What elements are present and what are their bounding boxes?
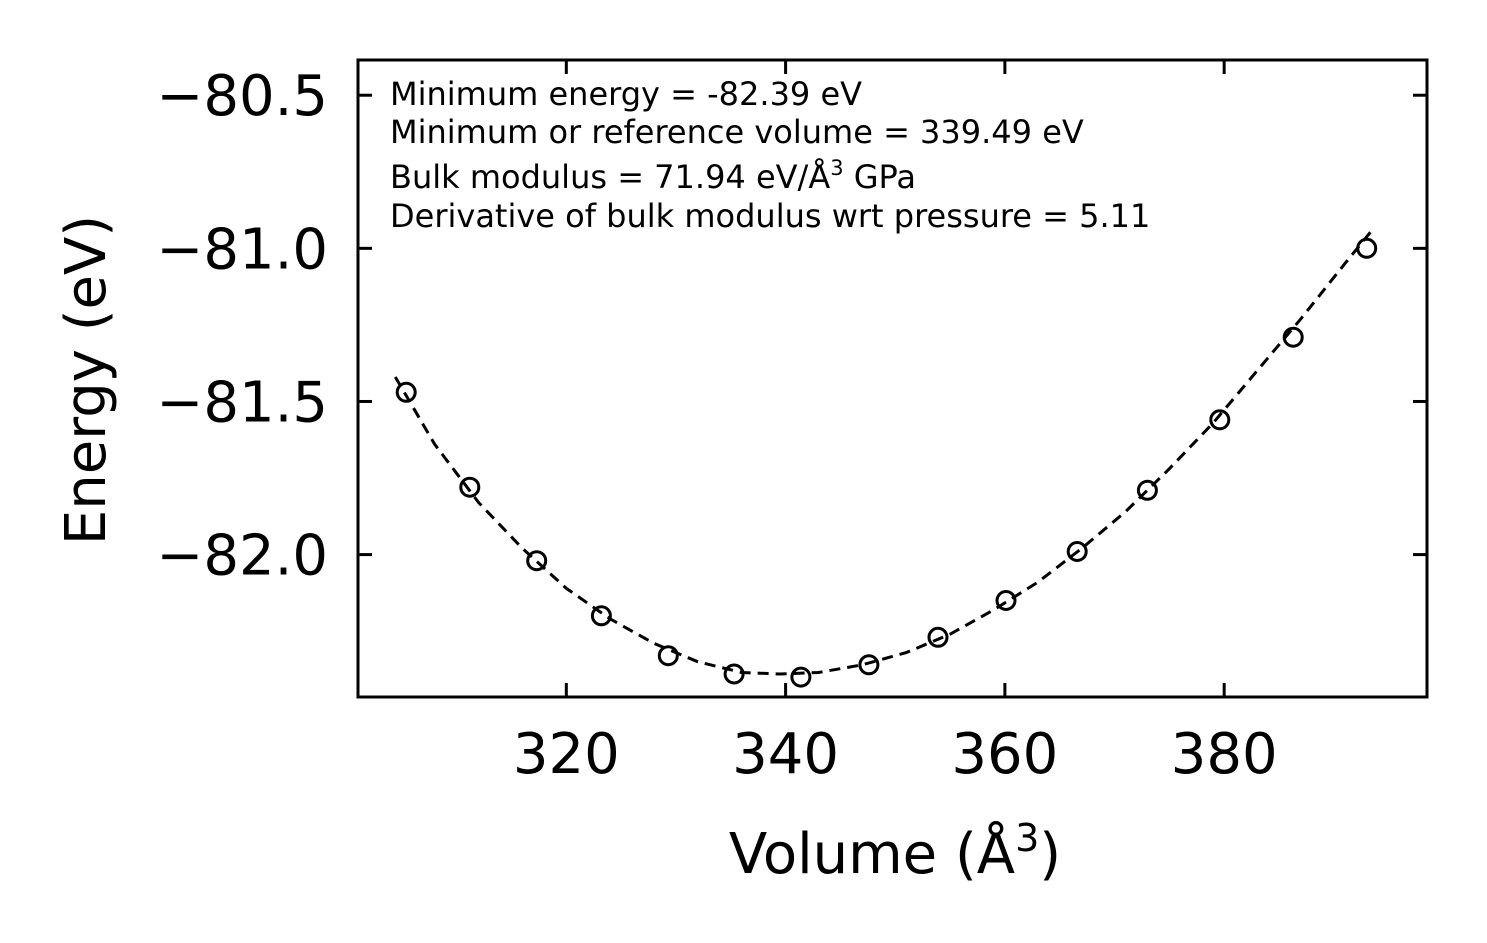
axes-frame: [356, 58, 1429, 699]
annotation-min-volume: Minimum or reference volume = 339.49 eV: [390, 113, 1084, 151]
data-point: [395, 381, 417, 403]
x-tick-label: 320: [513, 722, 620, 787]
annotation-bulk-modulus-text: Bulk modulus = 71.94 eV/Å: [390, 158, 830, 196]
y-tick-label: −82.0: [156, 524, 328, 589]
x-axis-label-text: Volume (Å: [729, 821, 1015, 887]
data-point: [1282, 326, 1304, 348]
y-tick-label: −81.0: [156, 217, 328, 282]
annotation-bulk-modulus: Bulk modulus = 71.94 eV/Å3 GPa: [390, 156, 916, 196]
fit-curve: [394, 229, 1374, 676]
data-point: [858, 654, 880, 676]
annotation-bulk-modulus-unit: GPa: [844, 158, 916, 196]
data-point: [995, 590, 1017, 611]
x-axis-label-sup: 3: [1015, 816, 1039, 860]
x-tick-label: 360: [951, 722, 1058, 787]
annotation-derivative: Derivative of bulk modulus wrt pressure …: [390, 197, 1150, 235]
data-point: [590, 605, 612, 627]
x-axis-label-close: ): [1039, 822, 1061, 887]
annotation-block: Minimum energy = -82.39 eV Minimum or re…: [390, 75, 1150, 235]
data-point: [1066, 541, 1088, 562]
data-point: [1356, 237, 1378, 259]
data-point: [723, 663, 745, 685]
data-point: [790, 666, 812, 688]
axis-ticks: 320 340 360 380 −80.5 −81.0 −81.5 −82.0: [156, 60, 1427, 787]
x-axis-label: Volume (Å3): [729, 816, 1061, 887]
data-point: [526, 550, 548, 572]
plot-area: [394, 229, 1378, 688]
x-tick-label: 340: [732, 722, 839, 787]
annotation-bulk-modulus-sup: 3: [830, 156, 843, 180]
data-point: [657, 645, 679, 667]
data-point: [459, 476, 481, 498]
y-tick-label: −80.5: [156, 64, 328, 129]
y-tick-label: −81.5: [156, 370, 328, 435]
data-point: [1209, 409, 1231, 431]
data-point: [1136, 479, 1158, 501]
y-axis-label: Energy (eV): [54, 215, 119, 545]
annotation-min-energy: Minimum energy = -82.39 eV: [390, 75, 862, 113]
x-tick-label: 380: [1171, 722, 1278, 787]
data-point: [927, 626, 949, 648]
